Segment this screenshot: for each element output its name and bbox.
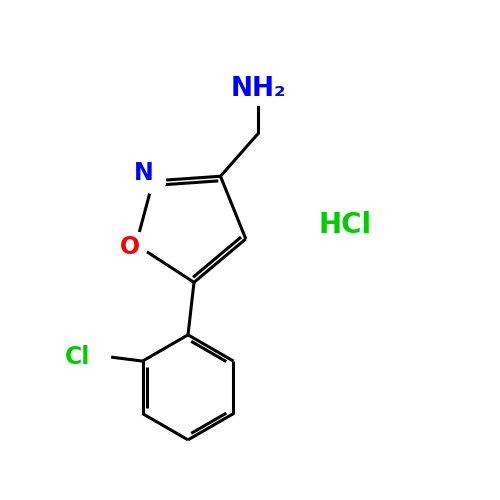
Text: N: N: [134, 162, 154, 186]
Text: HCl: HCl: [318, 211, 372, 239]
Circle shape: [244, 77, 272, 105]
Circle shape: [80, 342, 110, 372]
Text: NH₂: NH₂: [230, 76, 285, 102]
Text: O: O: [120, 235, 140, 259]
Circle shape: [124, 232, 148, 257]
Circle shape: [140, 168, 166, 194]
Text: Cl: Cl: [64, 345, 90, 369]
